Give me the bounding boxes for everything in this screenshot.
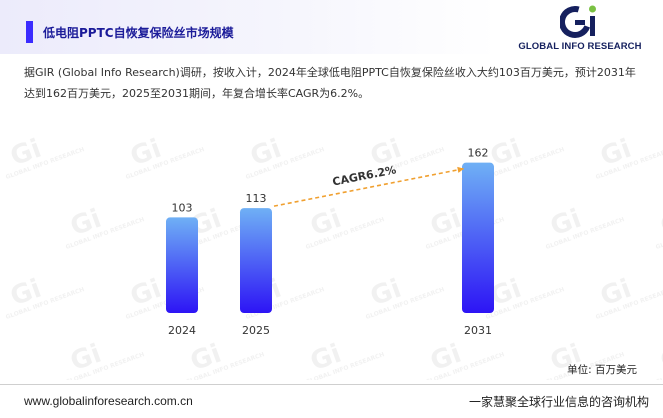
unit-note: 单位: 百万美元 (567, 364, 637, 376)
category-label-2031: 2031 (464, 324, 492, 337)
value-label-2031: 162 (468, 147, 489, 160)
value-label-2025: 113 (246, 192, 267, 205)
cagr-annotation-label: CAGR6.2% (331, 163, 397, 188)
logo-text: GLOBAL INFO RESEARCH (518, 41, 642, 52)
footer-url[interactable]: www.globalinforesearch.com.cn (24, 394, 193, 408)
category-label-2024: 2024 (168, 324, 196, 337)
footer-slogan: 一家慧聚全球行业信息的咨询机构 (468, 395, 649, 409)
category-label-2025: 2025 (242, 324, 270, 337)
cagr-arrow-line (273, 167, 465, 207)
gi-logo-icon (560, 5, 596, 38)
footer-divider (0, 384, 663, 385)
market-size-chart: 103 2024 113 2025 162 2031 CAGR6.2% (166, 147, 494, 337)
bar-2024 (166, 217, 198, 313)
value-label-2024: 103 (172, 201, 193, 214)
title-accent-bar (26, 21, 33, 43)
cagr-arrow-head (457, 166, 464, 173)
page-title: 低电阻PPTC自恢复保险丝市场规模 (43, 26, 234, 40)
bar-2025 (240, 208, 272, 313)
summary-text: 据GIR (Global Info Research)调研，按收入计，2024年… (24, 66, 636, 100)
header-band (0, 0, 663, 54)
bar-2031 (462, 162, 494, 313)
company-logo: GLOBAL INFO RESEARCH (510, 4, 650, 54)
